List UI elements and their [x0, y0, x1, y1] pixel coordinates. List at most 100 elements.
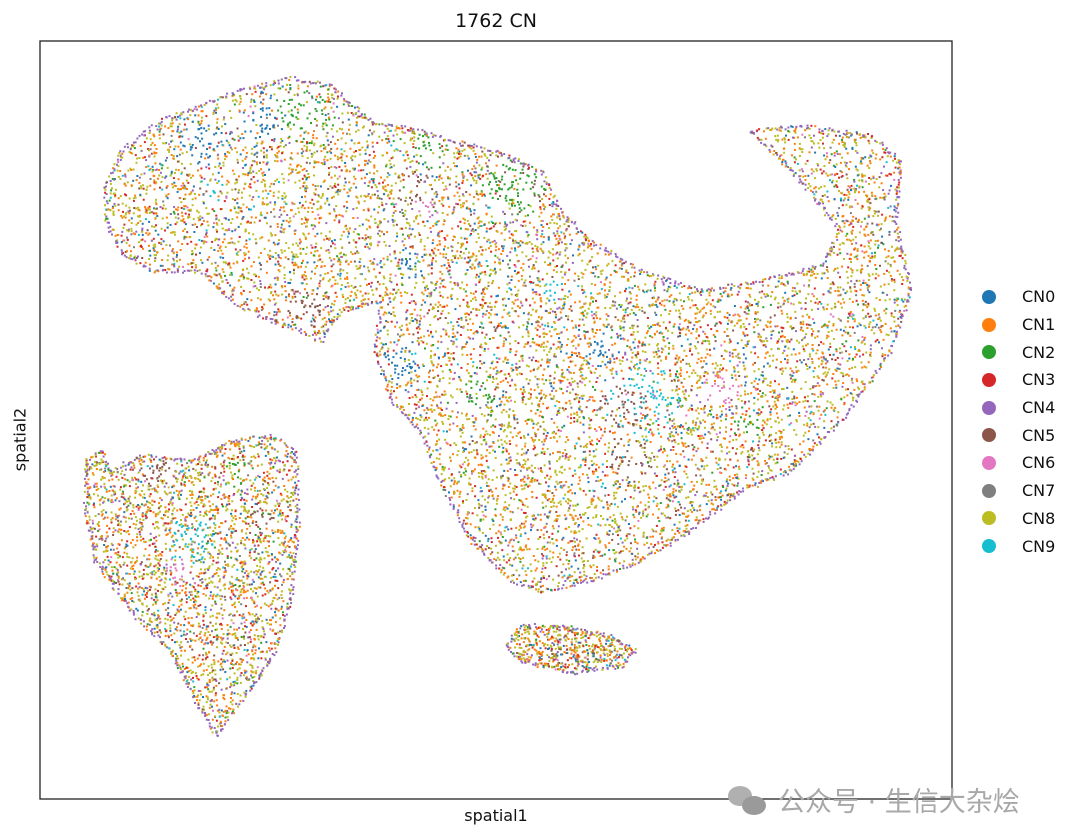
point-cn5 [714, 496, 717, 499]
point-cn8 [433, 316, 436, 319]
point-cn1 [834, 267, 837, 270]
point-cn1 [625, 271, 628, 273]
point-cn5 [368, 129, 371, 132]
point-cn8 [697, 352, 700, 355]
point-cn1 [304, 195, 307, 198]
point-cn5 [124, 250, 127, 253]
point-cn2 [646, 461, 649, 464]
point-cn7 [405, 218, 408, 221]
point-cn0 [542, 241, 545, 244]
point-cn1 [895, 191, 898, 193]
point-cn8 [808, 279, 811, 282]
point-cn8 [884, 299, 887, 302]
point-cn8 [109, 182, 112, 185]
point-cn3 [822, 170, 825, 173]
point-cn0 [558, 337, 560, 340]
point-cn2 [475, 397, 478, 400]
point-cn8 [736, 473, 739, 476]
point-cn1 [542, 533, 545, 536]
point-cn5 [675, 510, 677, 512]
point-cn9 [553, 298, 556, 301]
point-cn2 [543, 545, 546, 548]
point-cn8 [516, 293, 519, 296]
point-cn2 [766, 294, 769, 297]
point-cn1 [741, 413, 744, 416]
point-cn8 [485, 441, 488, 444]
point-cn8 [506, 283, 509, 286]
point-cn1 [490, 406, 493, 409]
point-cn1 [329, 212, 331, 215]
point-cn9 [612, 392, 615, 395]
point-cn8 [632, 324, 635, 327]
point-cn0 [272, 241, 275, 244]
point-cn5 [331, 186, 334, 189]
point-cn2 [466, 395, 469, 398]
point-cn9 [652, 397, 655, 400]
point-cn0 [754, 482, 757, 485]
point-cn2 [503, 183, 506, 186]
point-cn2 [507, 188, 510, 191]
point-cn3 [536, 328, 539, 331]
point-cn8 [442, 377, 445, 380]
point-cn8 [265, 154, 268, 157]
point-cn8 [616, 505, 619, 508]
point-cn1 [429, 227, 432, 230]
point-cn0 [242, 111, 245, 114]
point-cn1 [895, 248, 898, 251]
point-cn8 [669, 539, 672, 542]
point-cn1 [544, 525, 547, 528]
point-cn0 [391, 378, 394, 380]
point-cn8 [776, 134, 779, 137]
point-cn2 [490, 409, 493, 412]
point-cn3 [479, 177, 482, 180]
point-cn1 [546, 358, 549, 361]
point-cn8 [240, 196, 243, 199]
point-cn8 [509, 492, 512, 495]
point-cn0 [274, 201, 276, 204]
point-cn1 [659, 388, 662, 391]
point-cn2 [493, 175, 496, 178]
point-cn3 [654, 280, 657, 283]
point-cn2 [529, 187, 532, 190]
point-cn4 [887, 192, 890, 195]
point-cn5 [269, 225, 272, 228]
point-cn1 [686, 371, 688, 374]
point-cn4 [571, 261, 574, 264]
point-cn8 [599, 539, 602, 542]
point-cn1 [208, 256, 211, 259]
point-cn8 [771, 455, 774, 458]
point-cn7 [500, 423, 503, 426]
point-cn8 [505, 410, 508, 413]
point-cn8 [328, 237, 331, 240]
point-cn1 [316, 249, 319, 252]
point-cn8 [354, 277, 357, 280]
point-cn1 [111, 228, 114, 231]
point-cn1 [633, 391, 635, 394]
point-cn0 [417, 388, 420, 391]
point-cn1 [437, 406, 440, 409]
point-cn0 [559, 341, 562, 344]
point-cn0 [479, 388, 482, 391]
point-cn1 [435, 366, 438, 369]
point-cn1 [182, 229, 185, 232]
point-cn4 [239, 249, 242, 252]
point-cn8 [408, 403, 410, 405]
point-cn4 [456, 282, 459, 285]
point-cn0 [407, 267, 410, 270]
point-cn4 [201, 216, 204, 219]
point-cn8 [339, 238, 342, 241]
point-cn8 [490, 425, 493, 428]
point-cn6 [583, 302, 586, 305]
point-cn4 [624, 351, 627, 354]
point-cn8 [385, 163, 388, 166]
point-cn1 [874, 264, 877, 266]
point-cn8 [497, 439, 500, 442]
point-cn3 [532, 448, 535, 451]
point-cn5 [585, 239, 587, 242]
point-cn8 [733, 324, 736, 327]
point-cn1 [657, 542, 660, 545]
point-cn8 [470, 451, 473, 454]
point-cn8 [522, 556, 525, 559]
point-cn8 [241, 191, 243, 194]
point-cn8 [629, 276, 632, 279]
